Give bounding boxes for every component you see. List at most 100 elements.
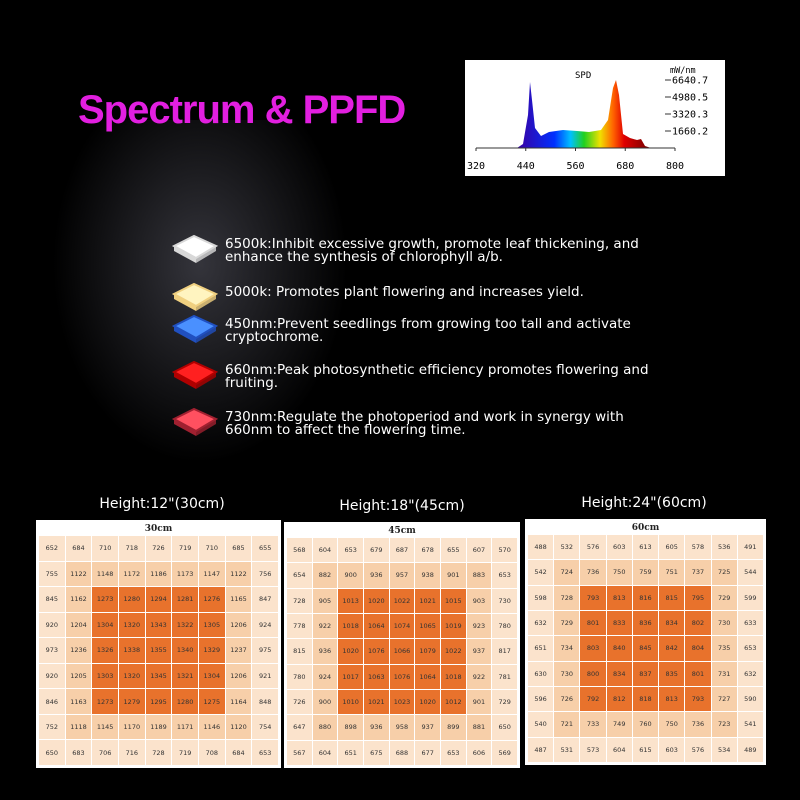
ppfd-cell: 936: [312, 639, 338, 664]
ppfd-cell: 924: [312, 664, 338, 689]
ppfd-cell: 817: [492, 639, 517, 664]
ppfd-cell: 936: [363, 563, 389, 588]
ppfd-cell: 1206: [225, 612, 252, 638]
ppfd-cell: 813: [659, 687, 685, 712]
ppfd-cell: 718: [118, 536, 145, 561]
ppfd-cell: 1015: [440, 588, 466, 613]
ppfd-cell: 880: [312, 715, 338, 740]
ppfd-cell: 633: [737, 611, 763, 636]
icon-side: [174, 419, 196, 436]
ppfd-cell: 848: [252, 689, 278, 714]
ppfd-cell: 801: [580, 611, 606, 636]
ppfd-cell: 606: [466, 740, 492, 765]
y-tick-label: 1660.2: [672, 126, 708, 137]
ppfd-cell: 920: [39, 612, 65, 638]
ppfd-cell: 800: [580, 661, 606, 686]
ppfd-cell: 781: [492, 664, 517, 689]
ppfd-cell: 1147: [198, 561, 225, 587]
ppfd-cell: 1017: [338, 664, 363, 689]
x-tick-label: 320: [467, 161, 485, 172]
ppfd-cell: 845: [39, 587, 65, 612]
ppfd-cell: 1236: [65, 638, 92, 663]
ppfd-cell: 576: [685, 737, 711, 762]
ppfd-cell: 802: [685, 611, 711, 636]
ppfd-cell: 1305: [198, 612, 225, 638]
ppfd-cell: 534: [711, 737, 737, 762]
ppfd-cell: 1304: [92, 612, 118, 638]
ppfd-cell: 922: [466, 664, 492, 689]
ppfd-cell: 540: [528, 712, 554, 737]
ppfd-cell: 730: [554, 661, 580, 686]
ppfd-cell: 754: [252, 714, 278, 740]
ppfd-cell: 899: [440, 715, 466, 740]
ppfd-cell: 1303: [92, 663, 118, 689]
led-icon: [171, 407, 219, 436]
ppfd-cell: 569: [492, 740, 517, 765]
ppfd-cell: 1079: [415, 639, 440, 664]
ppfd-cell: 842: [659, 636, 685, 661]
ppfd-cell: 760: [632, 712, 659, 737]
cells: 488 532 576 603 613 605 578 536 491 542 724 736 750 7…: [528, 535, 763, 762]
ppfd-cell: 1345: [145, 663, 172, 689]
ppfd-cell: 752: [39, 714, 65, 740]
y-tick-label: 3320.3: [672, 110, 708, 121]
ppfd-cell: 845: [632, 636, 659, 661]
ppfd-cell: 1018: [440, 664, 466, 689]
ppfd-cell: 801: [685, 661, 711, 686]
ppfd-cell: 653: [492, 563, 517, 588]
ppfd-cell: 1186: [145, 561, 172, 587]
ppfd-cell: 1023: [389, 690, 415, 715]
ppfd-cell: 1064: [415, 664, 440, 689]
ppfd-cell: 487: [528, 737, 554, 762]
ppfd-cell: 726: [554, 687, 580, 712]
ppfd-cell: 603: [659, 737, 685, 762]
ppfd-cell: 654: [287, 563, 312, 588]
ppfd-cell: 1066: [389, 639, 415, 664]
ppfd-cell: 834: [606, 661, 632, 686]
ppfd-cell: 604: [312, 538, 338, 563]
ppfd-cell: 647: [287, 715, 312, 740]
ppfd-cell: 630: [528, 661, 554, 686]
ppfd-cell: 734: [554, 636, 580, 661]
ppfd-cell: 607: [466, 538, 492, 563]
height-label: Height:24"(60cm): [581, 495, 707, 511]
led-icon: [171, 234, 219, 263]
ppfd-cell: 728: [145, 740, 172, 765]
ppfd-cell: 724: [554, 560, 580, 585]
ppfd-cell: 1273: [92, 689, 118, 714]
x-tick-label: 440: [517, 161, 535, 172]
icon-side: [174, 294, 196, 311]
ppfd-cell: 882: [312, 563, 338, 588]
ppfd-cell: 650: [492, 715, 517, 740]
ppfd-cell: 1165: [225, 587, 252, 612]
ppfd-cell: 1237: [225, 638, 252, 663]
led-icon: [171, 360, 219, 389]
ppfd-cell: 570: [492, 538, 517, 563]
ppfd-cell: 653: [252, 740, 278, 765]
ppfd-cell: 632: [528, 611, 554, 636]
ppfd-cell: 835: [659, 661, 685, 686]
ppfd-cell: 793: [685, 687, 711, 712]
ppfd-cell: 1022: [389, 588, 415, 613]
ppfd-cell: 1020: [415, 690, 440, 715]
ppfd-cell: 1018: [338, 614, 363, 639]
x-tick-label: 560: [566, 161, 584, 172]
ppfd-cell: 1304: [198, 663, 225, 689]
ppfd-cell: 1146: [198, 714, 225, 740]
ppfd-cell: 1118: [65, 714, 92, 740]
ppfd-cell: 833: [606, 611, 632, 636]
ppfd-cell: 751: [659, 560, 685, 585]
ppfd-cell: 651: [528, 636, 554, 661]
ppfd-cell: 736: [580, 560, 606, 585]
icon-side: [174, 326, 196, 343]
ppfd-cell: 729: [492, 690, 517, 715]
ppfd-table: 45cm 568 604 653 679 687 678 655 607 570 654 882 900…: [284, 522, 520, 768]
ppfd-cell: 1338: [118, 638, 145, 663]
ppfd-cell: 716: [118, 740, 145, 765]
ppfd-cell: 923: [466, 614, 492, 639]
ppfd-cell: 567: [287, 740, 312, 765]
ppfd-cell: 903: [466, 588, 492, 613]
ppfd-cell: 604: [606, 737, 632, 762]
ppfd-cell: 687: [389, 538, 415, 563]
ppfd-cell: 973: [39, 638, 65, 663]
